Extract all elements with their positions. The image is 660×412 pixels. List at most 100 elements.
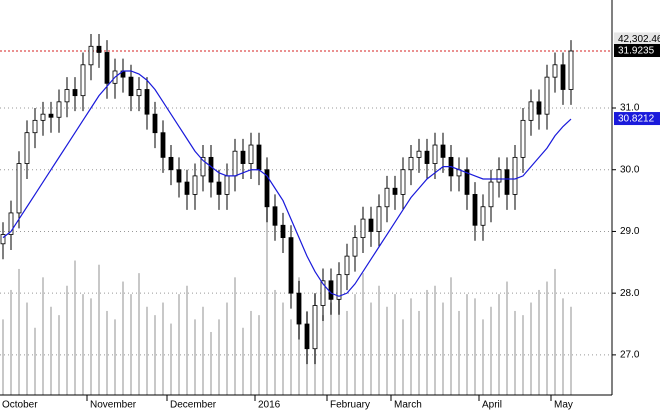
candle-body (32, 119, 38, 134)
x-tick-label: February (330, 400, 370, 411)
candle-body (536, 101, 542, 115)
volume-bar (538, 289, 540, 395)
volume-bar (442, 302, 444, 395)
volume-bar (42, 277, 44, 395)
candle-body (352, 237, 358, 257)
volume-bar (10, 289, 12, 395)
volume-bar (146, 306, 148, 395)
candle-body (168, 156, 174, 171)
candle-body (568, 50, 574, 90)
volume-bar (170, 323, 172, 395)
volume-bar (210, 331, 212, 395)
candle-body (80, 64, 86, 97)
candle-body (48, 113, 54, 118)
volume-bar (530, 302, 532, 395)
candle-body (400, 169, 406, 195)
volume-bar (202, 306, 204, 395)
volume-bar (546, 281, 548, 395)
candle-body (0, 234, 6, 245)
y-tick-label: 28.0 (620, 288, 640, 299)
candle-body (192, 175, 198, 195)
volume-bar (386, 306, 388, 395)
volume-bar (554, 268, 556, 395)
volume-bar (490, 306, 492, 395)
candle-body (248, 144, 254, 164)
x-tick-label: October (2, 400, 38, 411)
volume-bar (498, 294, 500, 395)
volume-bar (370, 302, 372, 395)
volume-bar (514, 310, 516, 395)
candle-body (8, 212, 14, 235)
volume-bar (178, 294, 180, 395)
candle-body (552, 64, 558, 78)
volume-bar (82, 294, 84, 395)
candle-body (24, 132, 30, 164)
candle-body (208, 156, 214, 183)
volume-bar (466, 294, 468, 395)
candle-body (312, 305, 318, 350)
candle-body (144, 89, 150, 115)
candle-body (56, 101, 62, 118)
volume-bar (394, 294, 396, 395)
candle-body (520, 119, 526, 158)
y-tick-label: 29.0 (620, 226, 640, 237)
volume-bar (338, 281, 340, 395)
candle-body (136, 89, 142, 97)
candle-body (328, 280, 334, 300)
volume-bar (362, 273, 364, 395)
candle-body (416, 150, 422, 158)
candle-body (496, 169, 502, 183)
candle-body (480, 206, 486, 226)
candle-body (272, 206, 278, 226)
y-tick-label: 27.0 (620, 350, 640, 361)
candle-body (200, 156, 206, 177)
volume-bar (74, 260, 76, 395)
volume-bar (194, 319, 196, 395)
candle-body (152, 113, 158, 134)
candle-body (216, 181, 222, 195)
candle-body (472, 194, 478, 226)
candle-body (440, 144, 446, 158)
candle-body (360, 218, 366, 239)
candle-body (344, 255, 350, 276)
volume-bar (122, 281, 124, 395)
x-tick-label: May (554, 400, 573, 411)
volume-bar (570, 306, 572, 395)
volume-bar (522, 315, 524, 395)
volume-bar (18, 268, 20, 395)
moving-average (2, 70, 572, 297)
volume-bar (330, 302, 332, 395)
candle-body (160, 132, 166, 158)
volume-bar (474, 298, 476, 395)
volume-bar (266, 176, 268, 395)
candle-body (528, 101, 534, 121)
candle-body (256, 144, 262, 171)
volume-bar (242, 327, 244, 395)
candle-body (488, 181, 494, 208)
candle-body (104, 52, 110, 84)
candle-body (408, 156, 414, 171)
volume-bar (162, 302, 164, 395)
candle-body (296, 292, 302, 325)
candle-body (424, 150, 430, 164)
y-tick-label: 31.0 (620, 103, 640, 114)
volume-bar (458, 310, 460, 395)
volume-bar (226, 302, 228, 395)
candle-body (384, 187, 390, 208)
candle-body (280, 224, 286, 239)
volume-bar (562, 298, 564, 395)
candle-body (304, 323, 310, 350)
volume-bar (450, 277, 452, 395)
volume-bar (410, 298, 412, 395)
volume-bar (34, 327, 36, 395)
volume-bar (50, 306, 52, 395)
volume-bar (58, 315, 60, 395)
candle-body (184, 181, 190, 195)
volume-bar (66, 285, 68, 395)
volume-bar (106, 310, 108, 395)
candle-body (392, 187, 398, 195)
volume-bar (114, 319, 116, 395)
candle-body (512, 156, 518, 195)
volume-bar (322, 315, 324, 395)
candle-body (288, 237, 294, 294)
